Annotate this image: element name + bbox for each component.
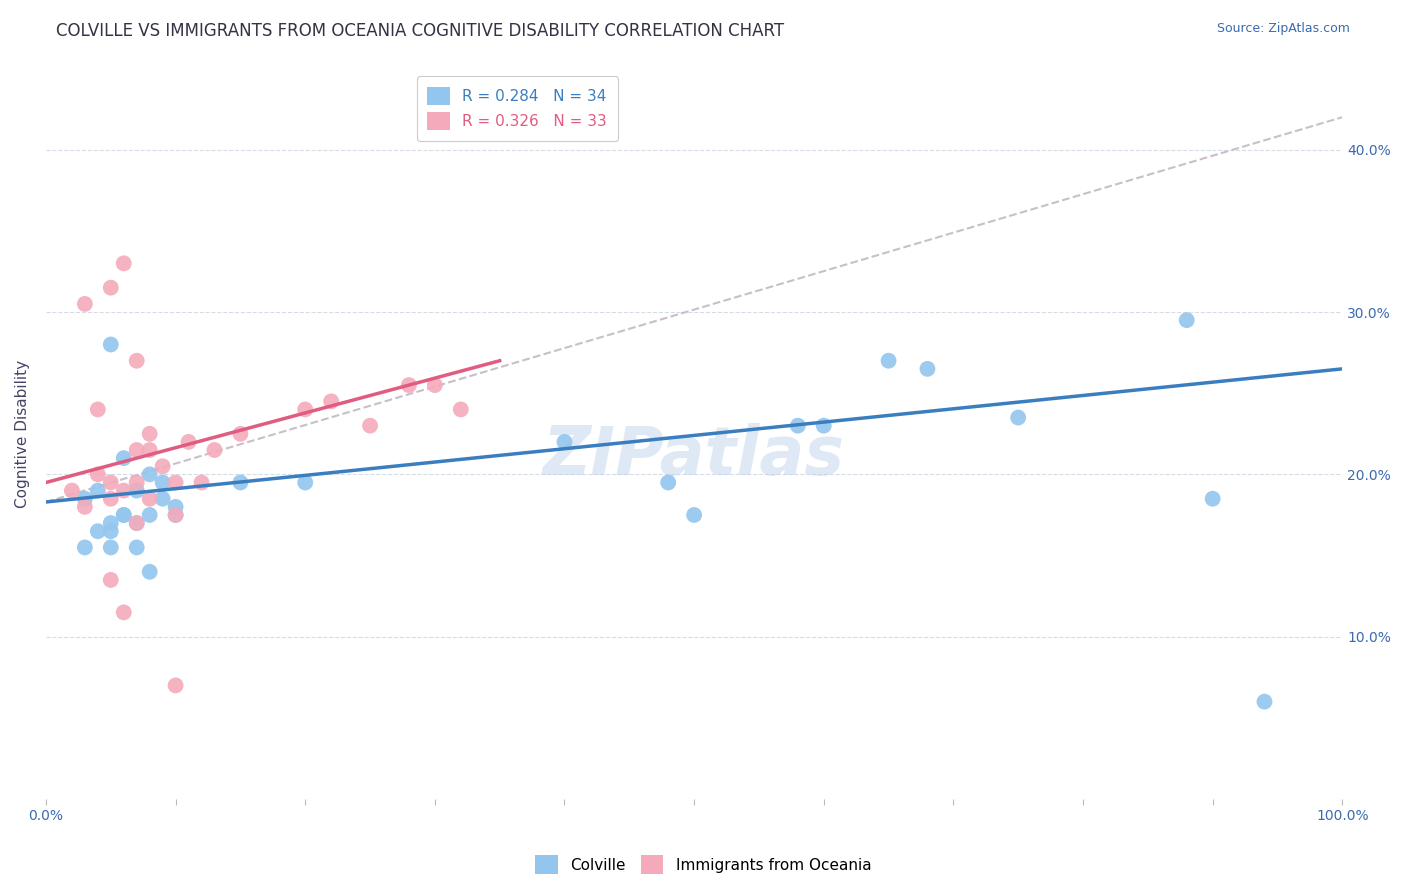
Point (165, 500, 187, 514)
Point (100, 491, 122, 506)
Point (683, 508, 706, 522)
Point (138, 467, 160, 482)
Point (73, 541, 96, 555)
Point (813, 418, 835, 433)
Point (112, 606, 135, 620)
Point (100, 516, 122, 530)
Point (229, 426, 252, 441)
Legend: Colville, Immigrants from Oceania: Colville, Immigrants from Oceania (529, 849, 877, 880)
Point (165, 508, 187, 522)
Point (125, 483, 148, 498)
Point (73, 297, 96, 311)
Point (1175, 313, 1198, 327)
Point (125, 475, 148, 490)
Point (165, 475, 187, 490)
Point (100, 541, 122, 555)
Point (112, 256, 135, 270)
Point (152, 459, 174, 474)
Point (1007, 410, 1029, 425)
Point (204, 443, 226, 458)
Point (786, 418, 808, 433)
Point (87, 483, 110, 498)
Point (294, 475, 316, 490)
Text: COLVILLE VS IMMIGRANTS FROM OCEANIA COGNITIVE DISABILITY CORRELATION CHART: COLVILLE VS IMMIGRANTS FROM OCEANIA COGN… (56, 22, 785, 40)
Point (100, 573, 122, 587)
Point (152, 475, 174, 490)
Point (165, 678, 187, 692)
Text: ZIPatlas: ZIPatlas (543, 423, 845, 489)
Point (321, 394, 343, 409)
Point (190, 475, 212, 490)
Point (917, 362, 939, 376)
Point (423, 378, 446, 392)
Point (73, 500, 96, 514)
Point (125, 516, 148, 530)
Point (138, 491, 160, 506)
Text: Source: ZipAtlas.com: Source: ZipAtlas.com (1216, 22, 1350, 36)
Legend: R = 0.284   N = 34, R = 0.326   N = 33: R = 0.284 N = 34, R = 0.326 N = 33 (416, 76, 617, 141)
Point (87, 467, 110, 482)
Point (877, 353, 900, 368)
Point (125, 353, 148, 368)
Point (138, 565, 160, 579)
Point (73, 491, 96, 506)
Point (229, 475, 252, 490)
Point (87, 524, 110, 539)
Point (359, 418, 381, 433)
Point (125, 516, 148, 530)
Point (100, 337, 122, 351)
Point (138, 508, 160, 522)
Point (294, 402, 316, 417)
Point (553, 434, 575, 449)
Point (112, 508, 135, 522)
Point (1253, 695, 1275, 709)
Point (657, 475, 679, 490)
Point (125, 541, 148, 555)
Point (165, 508, 187, 522)
Point (100, 281, 122, 295)
Point (152, 491, 174, 506)
Point (1201, 491, 1223, 506)
Point (100, 524, 122, 539)
Point (138, 443, 160, 458)
Point (100, 475, 122, 490)
Point (112, 483, 135, 498)
Point (112, 451, 135, 466)
Point (398, 378, 420, 392)
Point (177, 434, 200, 449)
Point (60, 483, 83, 498)
Point (138, 426, 160, 441)
Point (125, 443, 148, 458)
Point (450, 402, 472, 417)
Point (87, 402, 110, 417)
Y-axis label: Cognitive Disability: Cognitive Disability (15, 359, 30, 508)
Point (112, 508, 135, 522)
